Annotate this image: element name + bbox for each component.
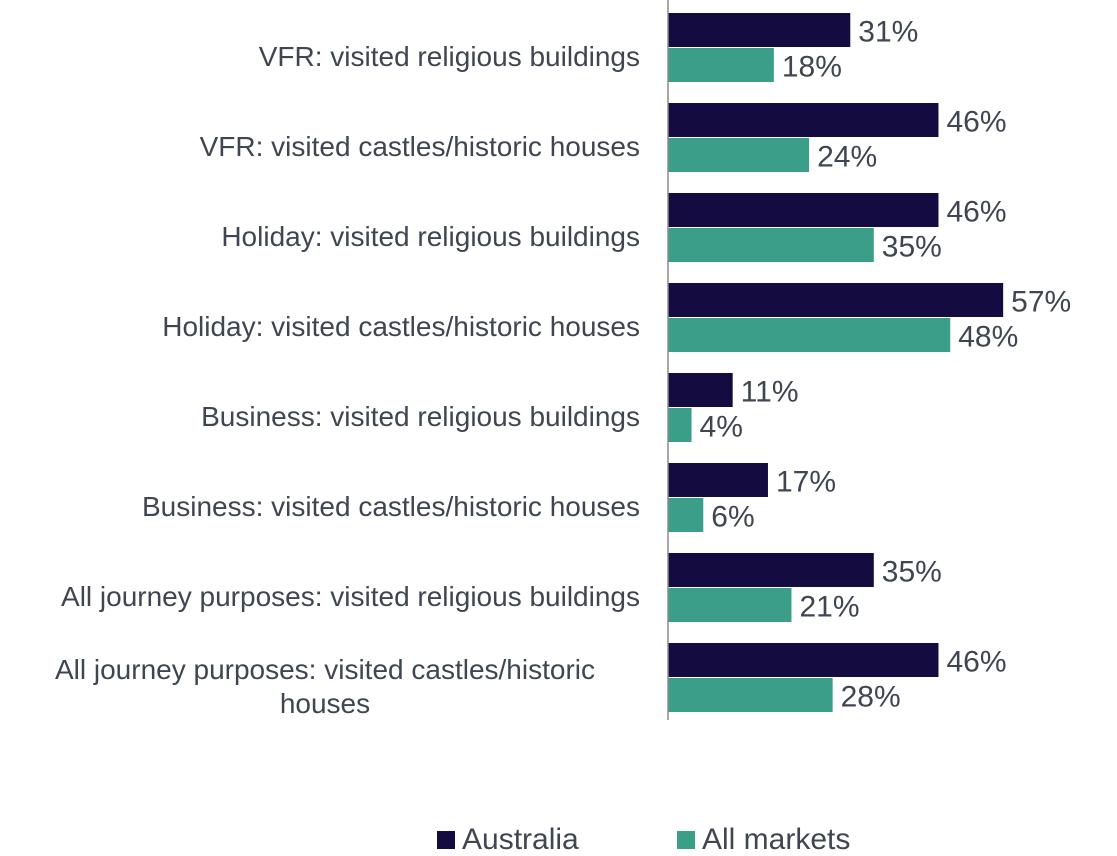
bar: [668, 553, 874, 587]
data-label: 57%: [1011, 285, 1071, 318]
bar: [668, 138, 810, 172]
legend-swatch: [677, 831, 695, 849]
bar: [668, 283, 1004, 317]
category-text: All journey purposes: visited religious …: [61, 581, 640, 612]
category-label: Business: visited religious buildings: [0, 372, 640, 462]
bar: [668, 373, 733, 407]
legend-label: All markets: [702, 823, 850, 856]
category-text: Holiday: visited castles/historic houses: [162, 311, 640, 342]
bar: [668, 193, 939, 227]
data-label: 18%: [782, 50, 842, 83]
category-label: All journey purposes: visited castles/hi…: [0, 642, 640, 732]
bar: [668, 408, 692, 442]
bar: [668, 463, 768, 497]
category-text: Business: visited castles/historic house…: [142, 491, 640, 522]
category-label: Holiday: visited castles/historic houses: [0, 282, 640, 372]
category-label: Holiday: visited religious buildings: [0, 192, 640, 282]
category-text: VFR: visited religious buildings: [258, 41, 640, 72]
bar: [668, 103, 939, 137]
data-label: 35%: [882, 230, 942, 263]
category-label: All journey purposes: visited religious …: [0, 552, 640, 642]
category-text: All journey purposes: visited castles/hi…: [54, 654, 595, 719]
bar: [668, 228, 874, 262]
category-text: Business: visited religious buildings: [201, 401, 640, 432]
bar: [668, 48, 774, 82]
category-label: VFR: visited religious buildings: [0, 12, 640, 102]
legend-swatch: [437, 831, 455, 849]
bar: [668, 318, 951, 352]
category-label: Business: visited castles/historic house…: [0, 462, 640, 552]
data-label: 6%: [711, 500, 754, 533]
bar: [668, 498, 704, 532]
data-label: 46%: [946, 105, 1006, 138]
category-text: VFR: visited castles/historic houses: [199, 131, 640, 162]
data-label: 4%: [700, 410, 743, 443]
bar: [668, 13, 851, 47]
data-label: 31%: [858, 15, 918, 48]
data-label: 48%: [958, 320, 1018, 353]
data-label: 24%: [817, 140, 877, 173]
legend-label: Australia: [462, 823, 579, 856]
data-label: 11%: [741, 375, 799, 408]
data-label: 46%: [946, 645, 1006, 678]
category-label: VFR: visited castles/historic houses: [0, 102, 640, 192]
data-label: 46%: [946, 195, 1006, 228]
data-label: 21%: [799, 590, 859, 623]
bar: [668, 643, 939, 677]
data-label: 17%: [776, 465, 836, 498]
category-text: Holiday: visited religious buildings: [221, 221, 640, 252]
data-label: 28%: [841, 680, 901, 713]
bar: [668, 678, 833, 712]
data-label: 35%: [882, 555, 942, 588]
bar: [668, 588, 792, 622]
